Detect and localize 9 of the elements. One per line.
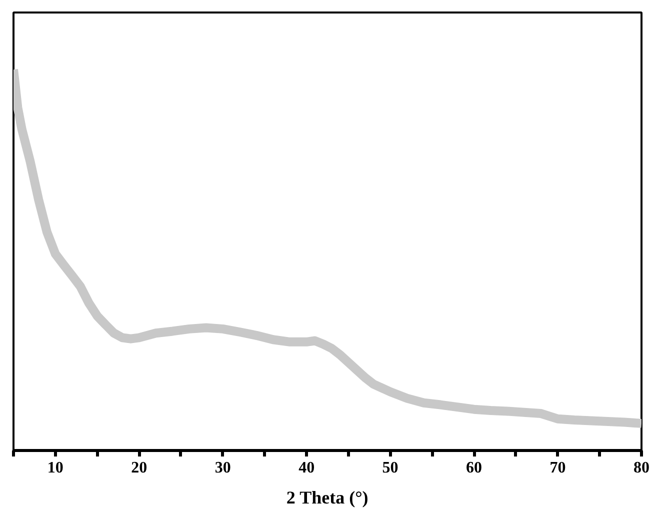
x-tick-label: 60 [466, 460, 482, 476]
x-tick-label: 40 [298, 460, 315, 476]
x-tick-label: 20 [131, 460, 148, 476]
x-tick-label: 50 [382, 460, 398, 476]
x-tick-label: 30 [214, 460, 231, 476]
x-axis-title: 2 Theta (°) [286, 488, 368, 508]
x-tick-label: 10 [47, 460, 64, 476]
x-tick-label: 70 [550, 460, 566, 476]
x-tick-label: 80 [634, 460, 650, 476]
